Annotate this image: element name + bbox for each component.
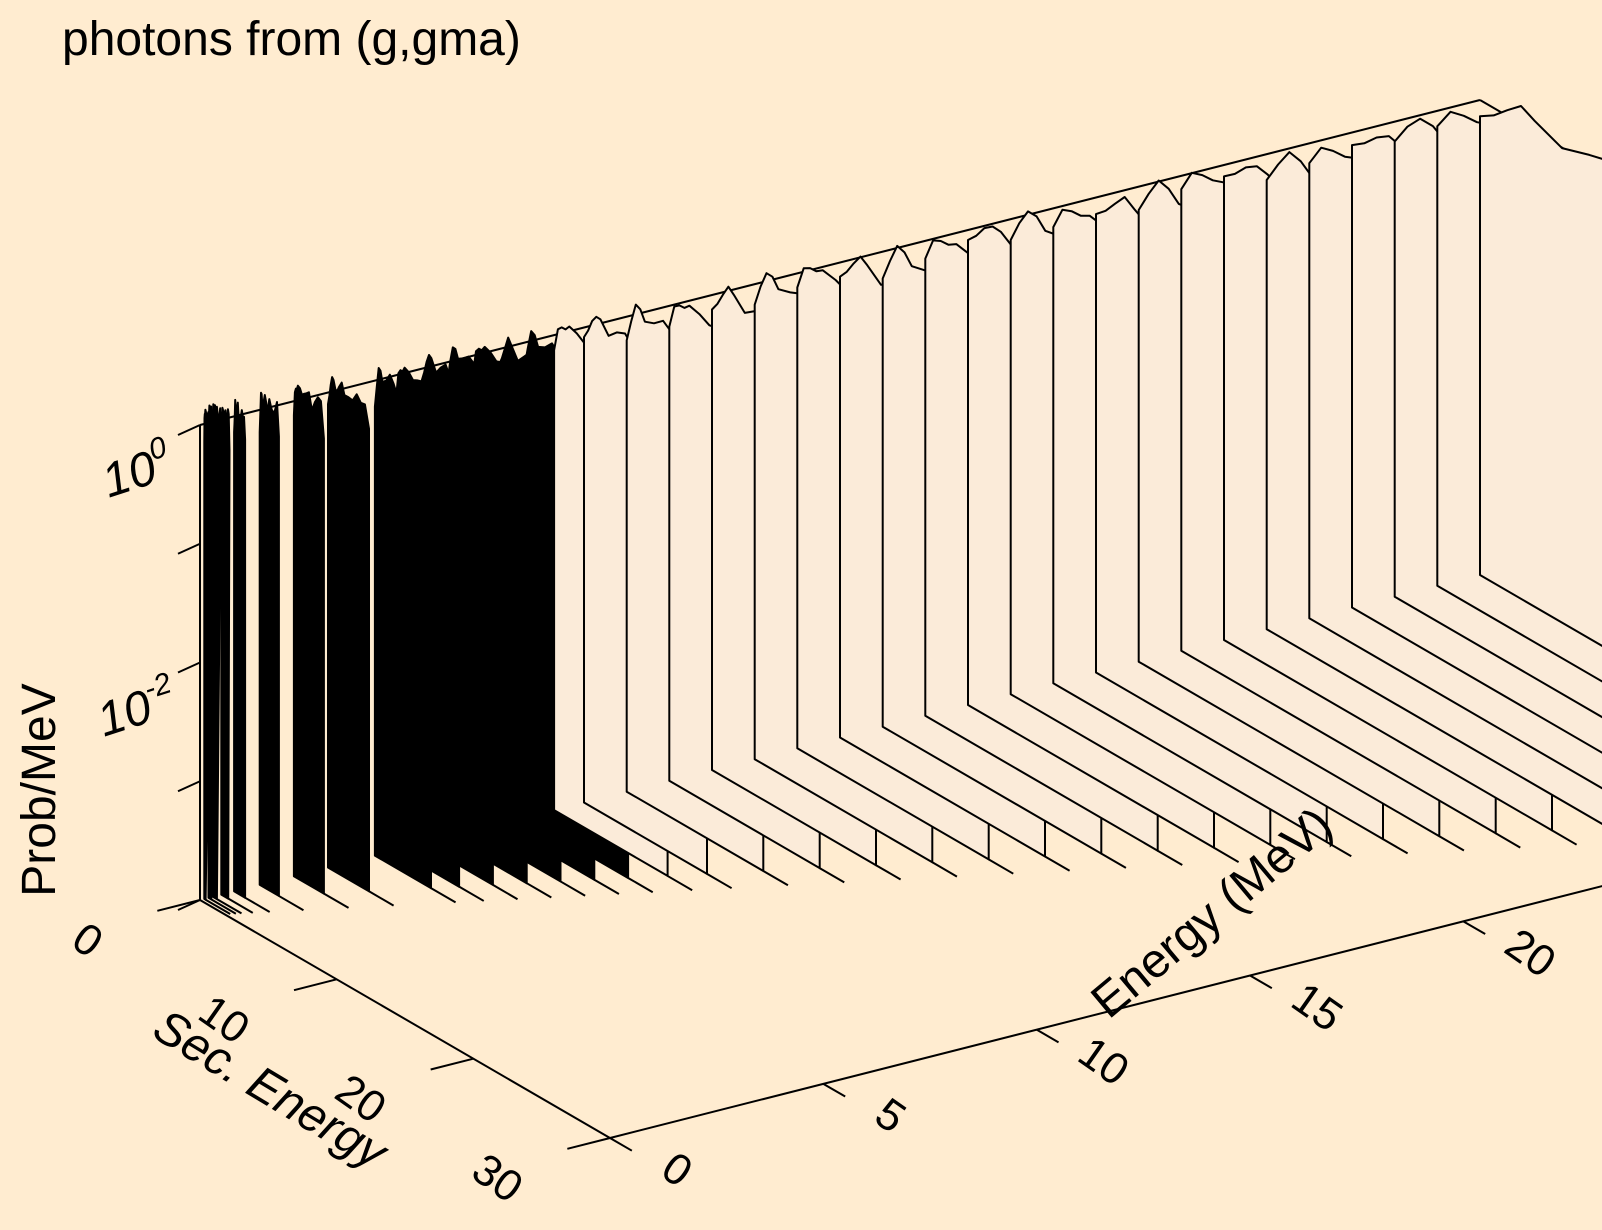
slice-foot <box>205 898 231 915</box>
y-axis-line <box>199 899 611 1139</box>
slice-foot <box>1438 835 1465 852</box>
x-tick <box>1462 920 1486 935</box>
x-tick <box>1036 1028 1060 1044</box>
y-tick <box>567 1137 611 1150</box>
spectrum-slice <box>292 384 325 895</box>
slice-foot <box>875 864 902 881</box>
slice-foot <box>458 885 485 902</box>
z-tick <box>177 424 201 436</box>
slice-foot <box>244 896 271 913</box>
spectrum-slice <box>327 376 370 893</box>
slice-foot <box>1269 844 1296 861</box>
x-tick-label: 20 <box>1496 919 1564 987</box>
spectrum-slice <box>233 398 247 899</box>
z-tick-label: 100 <box>94 430 179 508</box>
slice-foot <box>227 897 254 914</box>
slice-foot <box>323 892 350 909</box>
spectrum-slice <box>211 403 222 901</box>
x-tick-label: 15 <box>1283 973 1351 1041</box>
slice-foot <box>706 873 733 890</box>
x-tick-label: 10 <box>1070 1027 1138 1095</box>
y-tick <box>293 978 337 992</box>
back-top-edge <box>199 99 1481 426</box>
slice-foot <box>667 875 693 892</box>
slice-foot <box>1100 852 1127 869</box>
slice-foot <box>1382 838 1409 855</box>
slice-foot <box>627 877 654 894</box>
y-tick <box>157 899 201 912</box>
slice-foot <box>560 880 586 897</box>
slice-foot <box>1495 832 1521 849</box>
slice-foot <box>819 867 845 884</box>
z-tick-label: 10-2 <box>89 666 184 747</box>
chart-title: photons from (g,gma) <box>62 13 521 66</box>
slice-foot <box>1551 829 1578 846</box>
z-tick <box>177 542 201 555</box>
x-tick-label: 0 <box>653 1143 701 1197</box>
slice-foot <box>593 878 620 895</box>
spectra-slices <box>203 105 1602 915</box>
slice-foot <box>210 898 237 915</box>
z-tick <box>177 780 201 793</box>
slice-foot <box>216 898 243 915</box>
slice-foot <box>278 895 304 912</box>
slice-foot <box>988 858 1014 875</box>
slice-foot <box>931 861 958 878</box>
x-tick <box>609 1137 633 1152</box>
slice-foot <box>526 882 552 899</box>
slice-foot <box>492 884 519 901</box>
z-tick <box>177 899 201 911</box>
slice-foot <box>1326 841 1352 858</box>
slice-foot <box>368 890 395 907</box>
spectrum-slice <box>1479 105 1602 647</box>
z-tick <box>177 661 201 674</box>
spectrum-slice <box>220 406 231 900</box>
y-tick <box>430 1057 474 1071</box>
z-axis-title: Prob/MeV <box>13 683 66 896</box>
slice-foot <box>1213 846 1240 863</box>
x-tick <box>1249 974 1273 990</box>
spectrum-slice <box>258 391 280 897</box>
x-tick-label: 5 <box>866 1089 914 1143</box>
slice-foot <box>430 887 457 904</box>
slice-foot <box>762 870 789 887</box>
slice-foot <box>1044 855 1071 872</box>
y-tick-label: 0 <box>63 913 111 967</box>
slice-foot <box>1157 849 1183 866</box>
y-tick-label: 30 <box>463 1144 531 1212</box>
x-tick <box>822 1082 846 1098</box>
